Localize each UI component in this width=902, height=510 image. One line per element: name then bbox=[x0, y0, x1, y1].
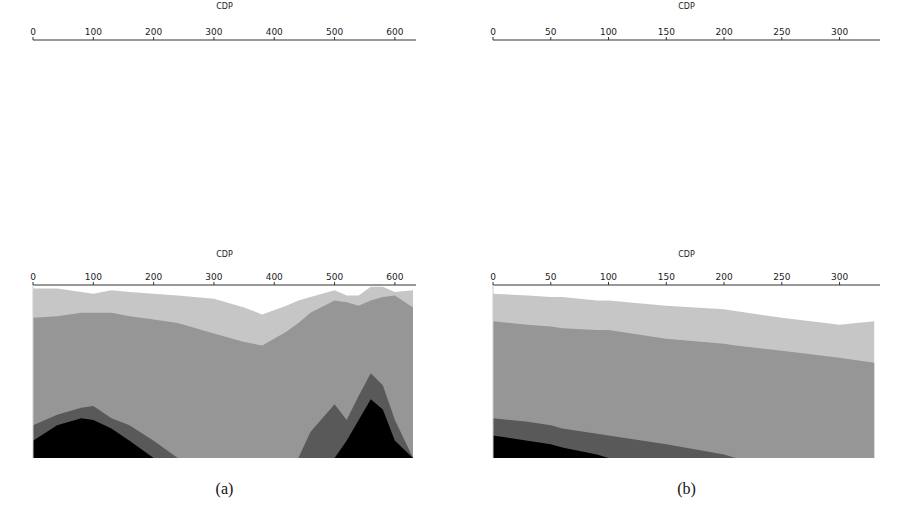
svg-text:400: 400 bbox=[266, 272, 283, 282]
svg-text:250: 250 bbox=[773, 272, 790, 282]
svg-text:600: 600 bbox=[386, 272, 403, 282]
svg-text:0: 0 bbox=[490, 272, 496, 282]
svg-text:300: 300 bbox=[205, 272, 222, 282]
html-text:(a): (a) bbox=[215, 480, 234, 497]
svg-text:250: 250 bbox=[773, 27, 790, 37]
svg-text:400: 400 bbox=[266, 27, 283, 37]
svg-text:200: 200 bbox=[715, 27, 732, 37]
svg-text:200: 200 bbox=[145, 272, 162, 282]
svg-text:0: 0 bbox=[490, 27, 496, 37]
svg-text:100: 100 bbox=[600, 272, 617, 282]
html-text:CDP: CDP bbox=[678, 250, 695, 259]
svg-text:100: 100 bbox=[600, 27, 617, 37]
svg-text:500: 500 bbox=[326, 272, 343, 282]
svg-text:300: 300 bbox=[831, 272, 848, 282]
svg-text:600: 600 bbox=[386, 27, 403, 37]
svg-text:300: 300 bbox=[831, 27, 848, 37]
svg-text:150: 150 bbox=[658, 272, 675, 282]
html-text:CDP: CDP bbox=[216, 250, 233, 259]
svg-text:50: 50 bbox=[545, 27, 557, 37]
svg-text:300: 300 bbox=[205, 27, 222, 37]
svg-text:50: 50 bbox=[545, 272, 557, 282]
html-text:(b): (b) bbox=[677, 480, 696, 497]
svg-text:0: 0 bbox=[30, 27, 36, 37]
svg-text:0: 0 bbox=[30, 272, 36, 282]
html-text:CDP: CDP bbox=[678, 2, 695, 11]
svg-text:200: 200 bbox=[145, 27, 162, 37]
svg-text:500: 500 bbox=[326, 27, 343, 37]
svg-text:100: 100 bbox=[85, 272, 102, 282]
svg-text:100: 100 bbox=[85, 27, 102, 37]
html-text:CDP: CDP bbox=[216, 2, 233, 11]
svg-text:200: 200 bbox=[715, 272, 732, 282]
svg-text:150: 150 bbox=[658, 27, 675, 37]
